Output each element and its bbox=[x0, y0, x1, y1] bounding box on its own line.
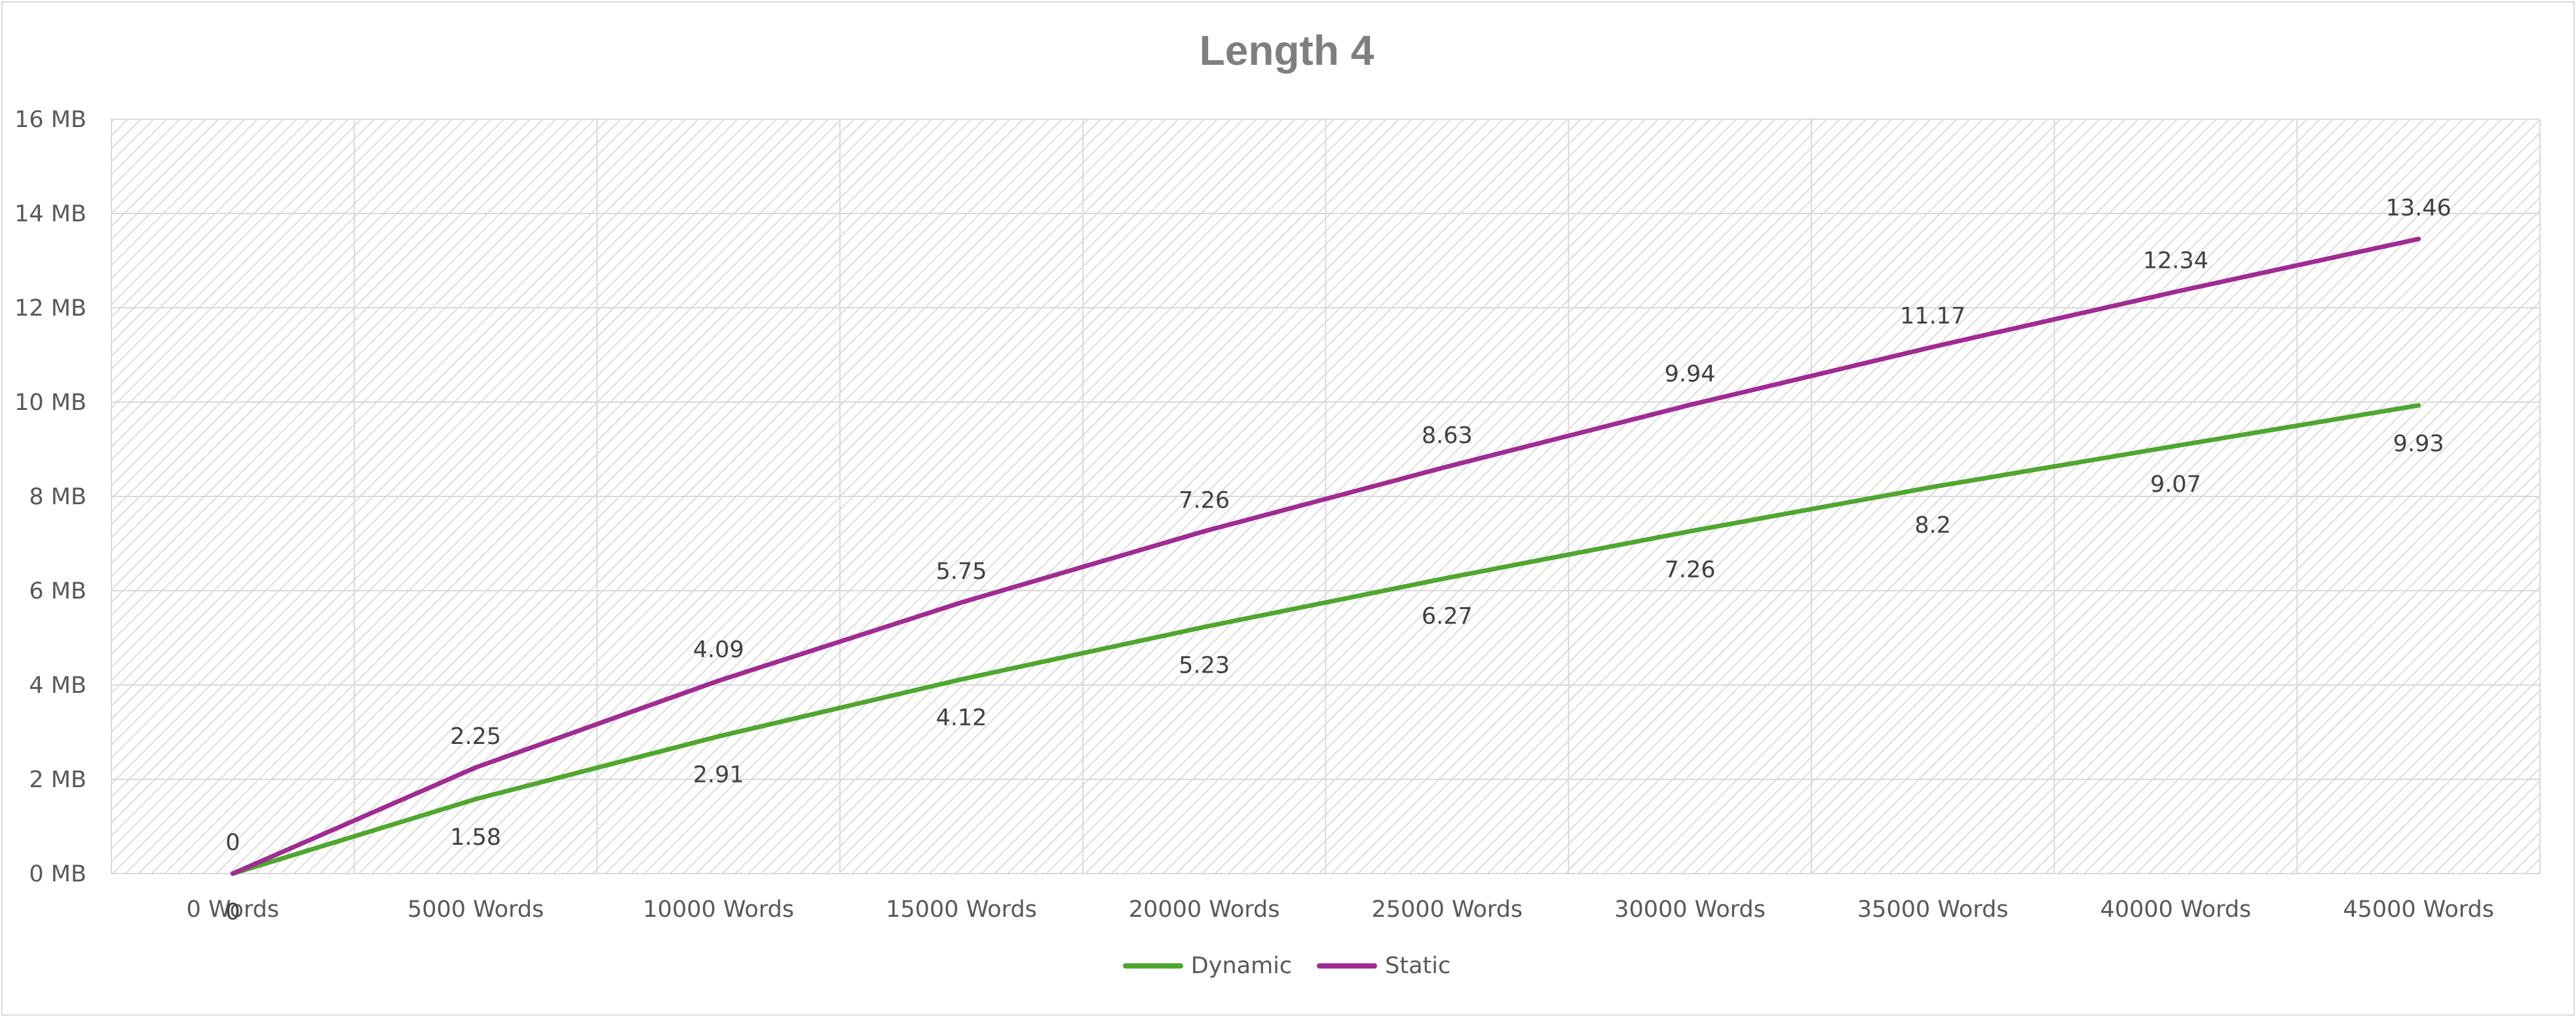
x-tick-label: 25000 Words bbox=[1372, 897, 1523, 923]
data-label-static: 4.09 bbox=[693, 637, 744, 663]
series-line-dynamic bbox=[230, 403, 2421, 876]
data-label-static: 11.17 bbox=[1900, 303, 1965, 329]
data-label-dynamic: 4.12 bbox=[936, 705, 987, 731]
data-label-static: 0 bbox=[225, 830, 240, 856]
y-tick-label: 6 MB bbox=[29, 578, 86, 604]
y-axis-ticks: 0 MB 2 MB 4 MB 6 MB 8 MB 10 MB 12 MB 14 MB 16 MB bbox=[14, 107, 86, 887]
data-label-dynamic: 6.27 bbox=[1422, 604, 1473, 630]
x-tick-label: 20000 Words bbox=[1129, 897, 1280, 923]
y-tick-label: 8 MB bbox=[29, 484, 86, 510]
line-chart: 0 MB 2 MB 4 MB 6 MB 8 MB 10 MB 12 MB 14 MB 16 MB… bbox=[14, 107, 2541, 925]
x-tick-label: 10000 Words bbox=[643, 897, 794, 923]
series-lines bbox=[230, 236, 2421, 876]
data-label-dynamic: 0 bbox=[225, 899, 240, 925]
x-tick-label: 40000 Words bbox=[2100, 897, 2252, 923]
data-label-dynamic: 7.26 bbox=[1665, 557, 1716, 583]
x-tick-label: 45000 Words bbox=[2343, 897, 2494, 923]
y-tick-label: 10 MB bbox=[14, 390, 86, 416]
data-labels: 0 1.58 2.91 4.12 5.23 6.27 7.26 8.2 9.07 9.93 0 2.2… bbox=[225, 195, 2452, 925]
x-tick-label: 30000 Words bbox=[1614, 897, 1766, 923]
data-label-dynamic: 1.58 bbox=[450, 824, 501, 851]
legend-swatch bbox=[1122, 963, 1183, 969]
data-label-dynamic: 8.2 bbox=[1914, 513, 1951, 539]
legend-label: Static bbox=[1385, 953, 1451, 979]
x-tick-label: 5000 Words bbox=[407, 897, 544, 923]
y-tick-label: 16 MB bbox=[14, 107, 86, 133]
y-tick-label: 14 MB bbox=[14, 201, 86, 227]
data-label-dynamic: 5.23 bbox=[1179, 652, 1230, 678]
y-tick-label: 0 MB bbox=[29, 861, 86, 887]
data-label-static: 2.25 bbox=[450, 724, 501, 750]
legend-label: Dynamic bbox=[1190, 953, 1293, 979]
data-label-static: 8.63 bbox=[1422, 423, 1473, 449]
legend-swatch bbox=[1317, 963, 1378, 969]
series-line-static bbox=[230, 236, 2421, 876]
data-label-static: 9.94 bbox=[1665, 361, 1716, 387]
legend-item-dynamic: Dynamic bbox=[1122, 953, 1293, 979]
y-tick-label: 2 MB bbox=[29, 767, 86, 793]
data-label-static: 13.46 bbox=[2386, 195, 2452, 221]
legend: Dynamic Static bbox=[0, 953, 2573, 979]
data-label-static: 12.34 bbox=[2143, 248, 2208, 274]
data-label-dynamic: 9.93 bbox=[2393, 431, 2444, 457]
data-label-dynamic: 9.07 bbox=[2150, 472, 2201, 498]
gridlines bbox=[111, 119, 2541, 874]
y-tick-label: 12 MB bbox=[14, 295, 86, 322]
data-label-static: 5.75 bbox=[936, 559, 987, 585]
x-tick-label: 0 Words bbox=[187, 897, 280, 923]
data-label-dynamic: 2.91 bbox=[693, 762, 744, 788]
x-tick-label: 35000 Words bbox=[1857, 897, 2009, 923]
legend-item-static: Static bbox=[1317, 953, 1450, 979]
chart-title: Length 4 bbox=[1199, 27, 1374, 74]
data-label-static: 7.26 bbox=[1179, 487, 1230, 513]
y-tick-label: 4 MB bbox=[29, 673, 86, 699]
x-tick-label: 15000 Words bbox=[886, 897, 1037, 923]
x-axis-ticks: 0 Words 5000 Words 10000 Words 15000 Words 2… bbox=[187, 897, 2494, 923]
